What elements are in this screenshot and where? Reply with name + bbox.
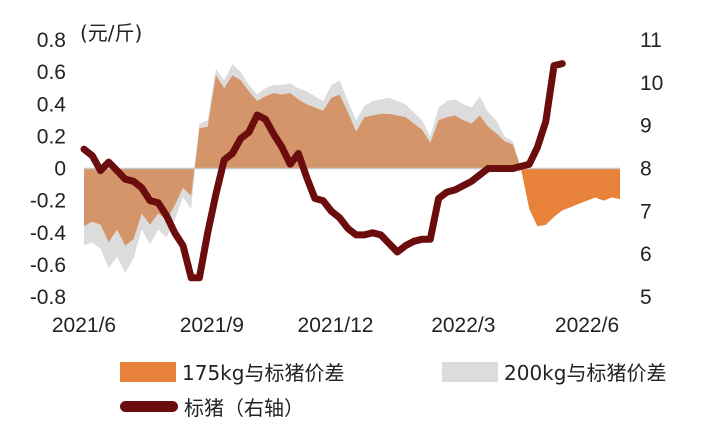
legend-item-175kg: 175kg与标猪价差 — [120, 357, 344, 386]
x-tick-label: 2021/12 — [298, 314, 374, 337]
right-tick-label: 9 — [640, 115, 652, 138]
area-175kg-highlight — [521, 168, 620, 227]
right-axis-ticks: 11 10 9 8 7 6 5 — [640, 29, 663, 309]
right-tick-label: 8 — [640, 158, 652, 181]
legend-label-175kg: 175kg与标猪价差 — [182, 361, 345, 385]
right-tick-label: 11 — [640, 29, 662, 52]
legend-label-200kg: 200kg与标猪价差 — [504, 361, 667, 385]
area-175kg — [84, 75, 620, 246]
left-tick-label: -0.2 — [30, 190, 66, 213]
legend-label-standard-pig: 标猪（右轴） — [184, 396, 304, 420]
line-standard-pig — [80, 60, 566, 282]
right-tick-label: 5 — [640, 286, 652, 309]
left-tick-label: -0.4 — [30, 222, 67, 245]
legend-swatch-standard-pig — [120, 401, 178, 412]
x-axis-ticks: 2021/6 2021/9 2021/12 2022/3 2022/6 — [52, 314, 619, 337]
line-series — [80, 60, 566, 282]
legend-item-standard-pig: 标猪（右轴） — [120, 392, 304, 421]
left-tick-label: -0.6 — [30, 254, 66, 277]
left-tick-label: 0 — [54, 158, 66, 181]
right-tick-label: 6 — [640, 243, 652, 266]
x-tick-label: 2021/9 — [180, 314, 244, 337]
unit-label: (元/斤) — [80, 21, 142, 45]
x-tick-label: 2022/6 — [555, 314, 619, 337]
right-tick-label: 10 — [640, 72, 663, 95]
left-tick-label: 0.6 — [37, 61, 66, 84]
left-tick-label: 0.8 — [37, 29, 66, 52]
x-tick-label: 2022/3 — [431, 314, 495, 337]
left-tick-label: 0.2 — [37, 125, 66, 148]
right-tick-label: 7 — [640, 200, 652, 223]
left-tick-label: 0.4 — [37, 93, 67, 116]
x-tick-label: 2021/6 — [52, 314, 116, 337]
legend-swatch-200kg — [442, 361, 498, 382]
left-axis-ticks: 0.8 0.6 0.4 0.2 0 -0.2 -0.4 -0.6 -0.8 — [30, 29, 67, 309]
left-tick-label: -0.8 — [30, 286, 66, 309]
legend-item-200kg: 200kg与标猪价差 — [442, 357, 666, 386]
legend-swatch-175kg — [120, 361, 176, 382]
